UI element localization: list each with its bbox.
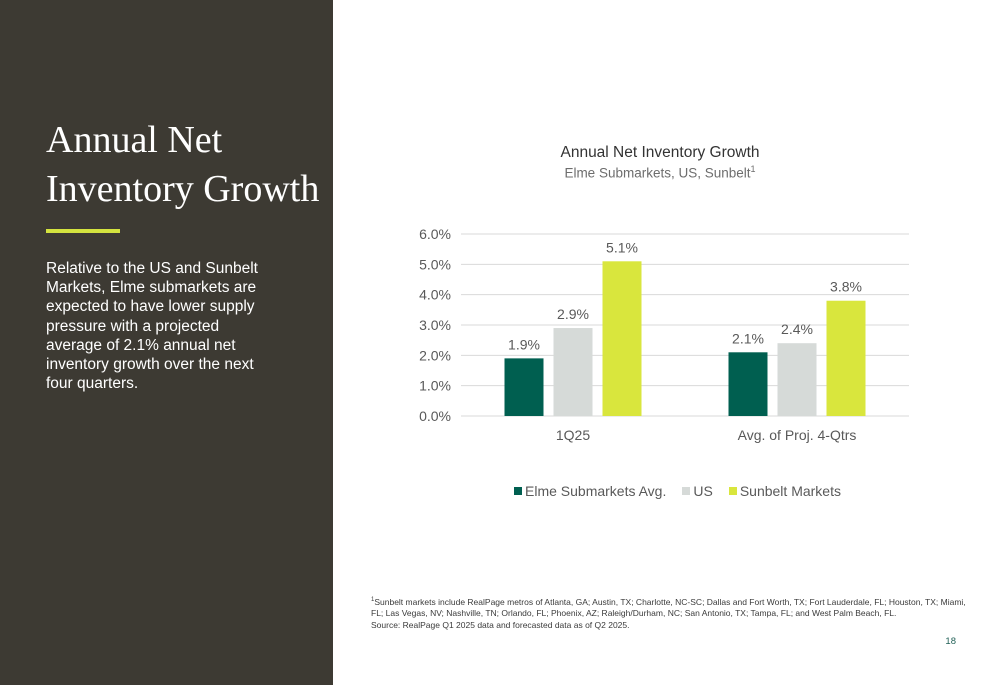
legend-swatch (682, 487, 691, 495)
data-label: 5.1% (606, 239, 638, 255)
legend-label: Sunbelt Markets (739, 483, 841, 499)
y-tick-label: 2.0% (419, 347, 451, 363)
chart-title: Annual Net Inventory Growth (560, 144, 760, 161)
legend-swatch (514, 487, 522, 495)
y-tick-label: 5.0% (419, 256, 451, 272)
data-label: 3.8% (830, 279, 862, 295)
source-text: Source: RealPage Q1 2025 data and foreca… (371, 619, 630, 630)
legend-item: US (682, 483, 713, 499)
data-label: 2.9% (557, 306, 589, 322)
page-title: Annual Net Inventory Growth (46, 119, 320, 210)
footnote-text: Sunbelt markets include RealPage metros … (371, 596, 966, 619)
chart-subtitle-text: Elme Submarkets, US, Sunbelt (564, 165, 751, 181)
bar (602, 261, 642, 416)
legend-item: Elme Submarkets Avg. (514, 483, 666, 499)
chart-subtitle-marker: 1 (750, 164, 756, 174)
data-label: 2.1% (732, 330, 764, 346)
legend-item: Sunbelt Markets (728, 483, 841, 499)
footnote: 1Sunbelt markets include RealPage metros… (371, 595, 966, 631)
x-tick-label: Avg. of Proj. 4-Qtrs (738, 427, 857, 443)
legend-label: Elme Submarkets Avg. (525, 483, 667, 499)
accent-line (46, 229, 120, 233)
chart-subtitle: Elme Submarkets, US, Sunbelt1 (460, 164, 860, 181)
bar (504, 358, 544, 416)
legend-label: US (693, 483, 713, 499)
data-label: 2.4% (781, 321, 813, 337)
footnote-marker: 1 (371, 597, 375, 603)
page-description: Relative to the US and Sunbelt Markets, … (46, 260, 258, 393)
data-label: 1.9% (508, 336, 540, 352)
legend-swatch (728, 487, 737, 495)
bar (553, 328, 593, 416)
bar (826, 300, 866, 416)
chart-legend: Elme Submarkets Avg. US Sunbelt Markets (514, 483, 841, 499)
y-tick-label: 1.0% (419, 378, 451, 394)
page-number: 18 (945, 636, 956, 647)
x-tick-label: 1Q25 (556, 427, 590, 443)
y-tick-label: 0.0% (419, 408, 451, 424)
bar (777, 343, 817, 416)
y-tick-label: 3.0% (419, 317, 451, 333)
y-tick-label: 4.0% (419, 287, 451, 303)
left-panel: Annual Net Inventory Growth Relative to … (0, 0, 333, 685)
y-tick-label: 6.0% (419, 226, 451, 242)
bar (728, 352, 768, 416)
